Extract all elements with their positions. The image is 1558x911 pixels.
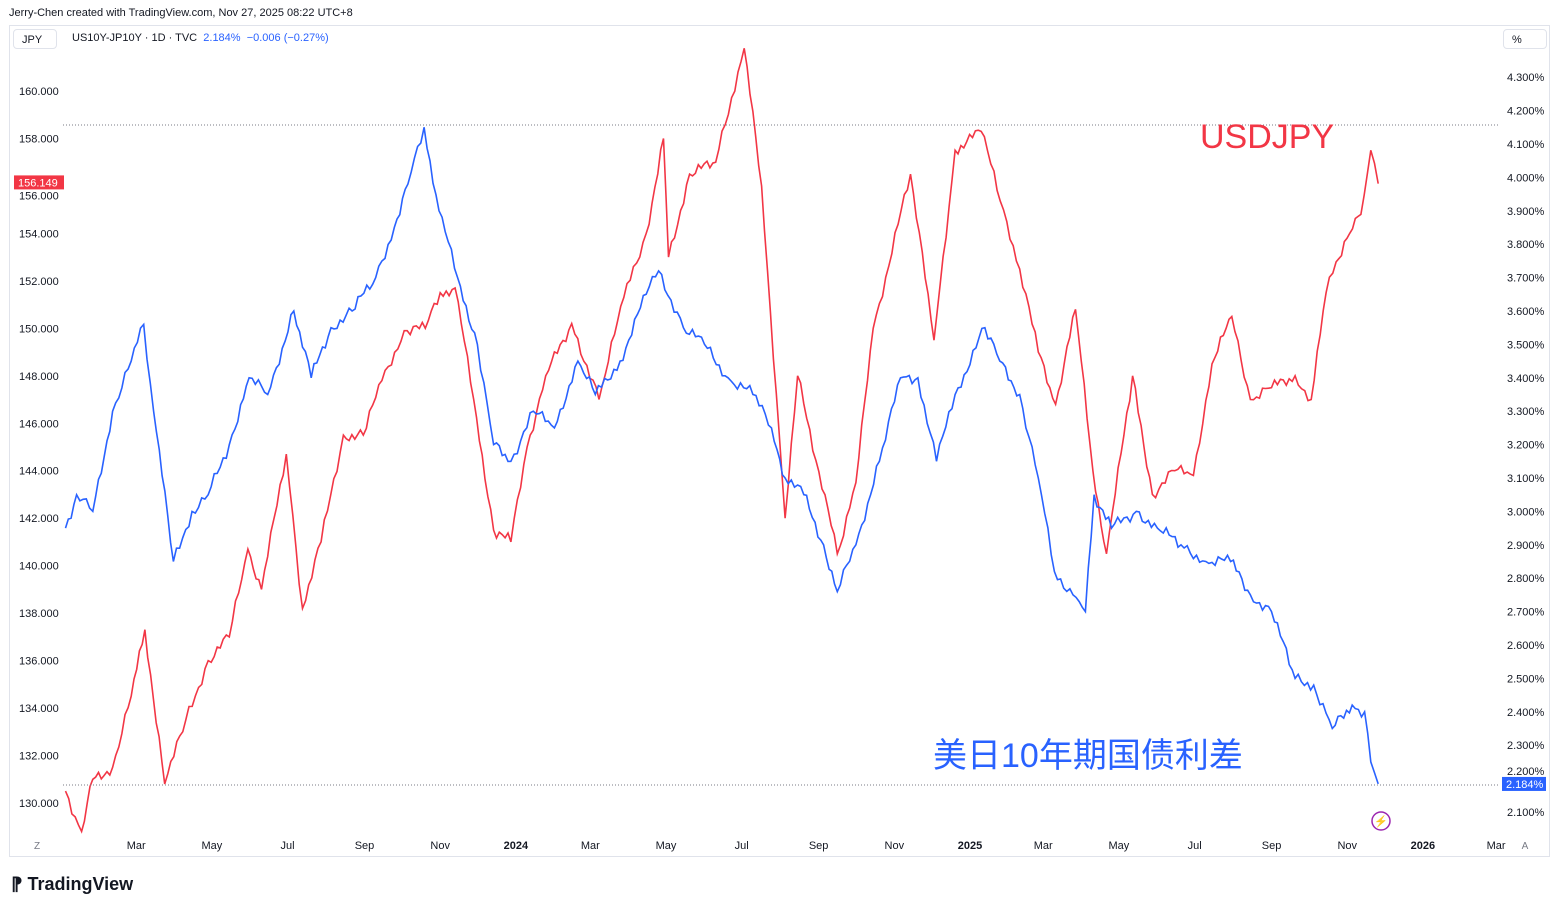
left-tick-label: 142.000 [19,513,59,525]
x-tick-label: Jul [1188,840,1202,852]
right-tick-label: 3.100% [1507,473,1545,485]
tradingview-logo[interactable]: ⁋ TradingView [11,874,133,895]
right-tick-label: 2.100% [1507,807,1545,819]
currency-button[interactable]: JPY [13,29,57,49]
left-tick-label: 146.000 [19,418,59,430]
legend-change: −0.006 (−0.27%) [246,32,329,44]
right-tick-label: 3.500% [1507,339,1545,351]
right-tick-label: 3.900% [1507,206,1545,218]
x-tick-label: 2024 [504,840,529,852]
left-tick-label: 154.000 [19,228,59,240]
logo-icon: ⁋ [11,874,23,894]
right-tick-label: 3.700% [1507,273,1545,285]
x-tick-label: Mar [1034,840,1053,852]
percent-scale-button[interactable]: % [1503,29,1547,49]
left-tick-label: 136.000 [19,656,59,668]
right-tick-label: 2.500% [1507,673,1545,685]
legend-value: 2.184% [203,32,241,44]
left-tick-label: 158.000 [19,133,59,145]
x-tick-label: 2026 [1411,840,1435,852]
right-tick-label: 4.000% [1507,172,1545,184]
corner-left-button: Z [34,841,40,852]
right-tick-label: 3.000% [1507,506,1545,518]
left-tick-label: 152.000 [19,276,59,288]
last-value-label: 156.149 [18,177,58,189]
last-value-badge [1502,776,1546,791]
right-tick-label: 3.600% [1507,306,1545,318]
left-tick-label: 148.000 [19,371,59,383]
usdjpy-line [64,48,1379,834]
left-tick-label: 160.000 [19,86,59,98]
x-tick-label: Mar [581,840,600,852]
left-tick-label: 134.000 [19,703,59,715]
usdjpy-annotation: USDJPY [1200,118,1335,156]
spread-annotation: 美日10年期国债利差 [933,737,1243,775]
x-tick-label: May [1109,840,1130,852]
right-tick-label: 2.200% [1507,766,1545,778]
right-tick-label: 2.900% [1507,540,1545,552]
left-tick-label: 156.000 [19,190,59,202]
chart-credit: Jerry-Chen created with TradingView.com,… [9,7,353,19]
x-tick-label: Sep [355,840,375,852]
symbol-legend: US10Y-JP10Y · 1D · TVC 2.184% −0.006 (−0… [72,32,329,44]
left-tick-label: 130.000 [19,798,59,810]
left-tick-label: 150.000 [19,323,59,335]
right-tick-label: 3.200% [1507,440,1545,452]
x-tick-label: May [202,840,223,852]
right-tick-label: 4.200% [1507,106,1545,118]
right-tick-label: 3.300% [1507,406,1545,418]
right-tick-label: 3.800% [1507,239,1545,251]
x-tick-label: May [656,840,677,852]
x-tick-label: Sep [1262,840,1282,852]
right-tick-label: 2.300% [1507,740,1545,752]
left-tick-label: 132.000 [19,751,59,763]
x-tick-label: Nov [430,840,450,852]
x-tick-label: Jul [735,840,749,852]
last-value-badge [14,175,64,190]
corner-right-button: A [1522,841,1529,852]
x-tick-label: Nov [885,840,905,852]
spread-line [64,127,1379,785]
right-tick-label: 2.600% [1507,640,1545,652]
left-tick-label: 138.000 [19,608,59,620]
right-tick-label: 2.400% [1507,707,1545,719]
x-tick-label: 2025 [958,840,982,852]
left-tick-label: 140.000 [19,561,59,573]
x-tick-label: Nov [1337,840,1357,852]
x-tick-label: Sep [809,840,829,852]
legend-symbol[interactable]: US10Y-JP10Y · 1D · TVC [72,32,198,44]
right-tick-label: 2.700% [1507,607,1545,619]
right-tick-label: 2.800% [1507,573,1545,585]
x-tick-label: Mar [127,840,146,852]
right-tick-label: 4.100% [1507,139,1545,151]
right-tick-label: 4.300% [1507,72,1545,84]
lightning-icon [1371,811,1391,831]
lightning-glyph: ⚡ [1374,815,1388,828]
right-tick-label: 3.400% [1507,373,1545,385]
last-value-label: 2.184% [1506,779,1544,791]
left-tick-label: 144.000 [19,466,59,478]
chart-frame [9,25,1550,857]
logo-text: TradingView [27,874,134,894]
x-tick-label: Mar [1487,840,1506,852]
x-tick-label: Jul [281,840,295,852]
